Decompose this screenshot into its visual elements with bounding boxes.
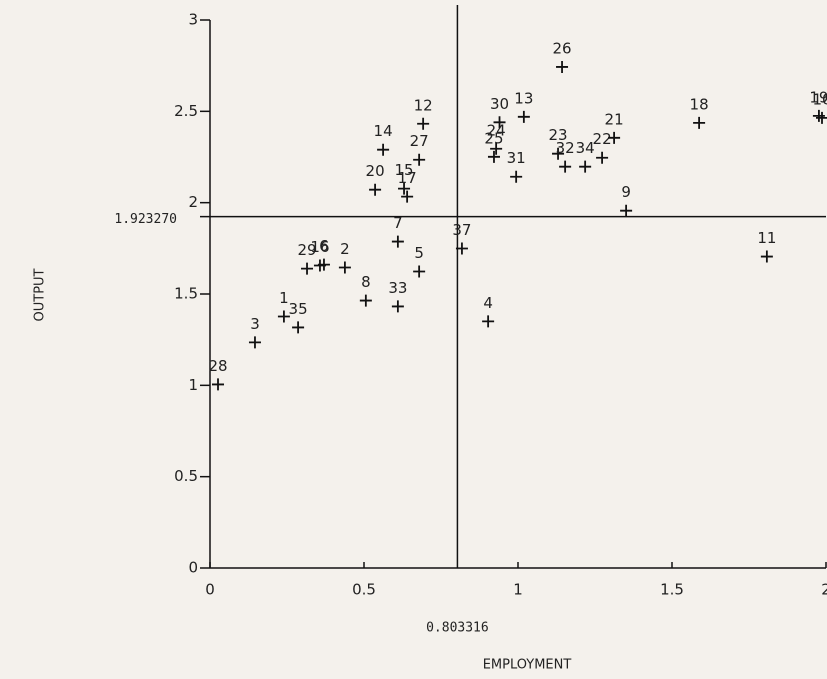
y-tick-label: 2 — [188, 193, 198, 211]
point-label: 13 — [514, 89, 533, 107]
point-label: 1 — [279, 289, 289, 307]
point-label: 2 — [340, 240, 350, 258]
y-tick-label: 2.5 — [174, 102, 198, 120]
point-label: 32 — [556, 139, 575, 157]
point — [369, 184, 381, 196]
y-tick-label: 0.5 — [174, 467, 198, 485]
point — [212, 378, 224, 390]
point-label: 22 — [593, 130, 612, 148]
point-label: 3 — [250, 315, 260, 333]
point-label: 9 — [621, 183, 631, 201]
point-label: 26 — [552, 39, 571, 57]
reference-label-x: 0.803316 — [426, 621, 489, 636]
point — [693, 117, 705, 129]
point — [761, 251, 773, 263]
point-label: 27 — [410, 132, 429, 150]
point — [596, 152, 608, 164]
point — [413, 154, 425, 166]
reference-label-y: 1.923270 — [114, 212, 177, 227]
point-label: 30 — [490, 95, 509, 113]
point-label: 11 — [757, 229, 776, 247]
point — [518, 111, 530, 123]
point-label: 31 — [507, 149, 526, 167]
point — [292, 321, 304, 333]
point — [301, 263, 313, 275]
point — [556, 61, 568, 73]
point-label: 35 — [289, 300, 308, 318]
point-label: 33 — [388, 279, 407, 297]
point — [249, 336, 261, 348]
point — [488, 151, 500, 163]
point-label: 37 — [452, 221, 471, 239]
y-tick-label: 1.5 — [174, 285, 198, 303]
point — [392, 300, 404, 312]
point-label: 8 — [361, 273, 371, 291]
point — [510, 171, 522, 183]
point-label: 28 — [208, 357, 227, 375]
point-label: 4 — [483, 294, 493, 312]
x-tick-label: 1 — [513, 581, 523, 599]
point-label: 14 — [374, 122, 393, 140]
point — [339, 262, 351, 274]
y-tick-label: 1 — [188, 376, 198, 394]
point — [417, 118, 429, 130]
point-label: 12 — [414, 96, 433, 114]
point-label: 18 — [690, 95, 709, 113]
point — [377, 144, 389, 156]
x-tick-label: 1.5 — [660, 581, 684, 599]
chart: EMPLOYMENT OUTPUT 00.511.522.5300.511.52… — [0, 0, 827, 679]
point — [360, 295, 372, 307]
point — [813, 110, 825, 122]
point-label: 10 — [812, 90, 827, 108]
point — [559, 161, 571, 173]
point — [413, 266, 425, 278]
point-label: 24 — [487, 121, 506, 139]
x-tick-label: 2 — [821, 581, 827, 599]
point-label: 20 — [366, 162, 385, 180]
point-label: 17 — [398, 169, 417, 187]
point — [392, 236, 404, 248]
point-label: 21 — [605, 110, 624, 128]
point — [620, 205, 632, 217]
x-axis-label: EMPLOYMENT — [483, 658, 572, 673]
x-tick-label: 0.5 — [352, 581, 376, 599]
x-tick-label: 0 — [205, 581, 215, 599]
y-tick-label: 3 — [188, 11, 198, 29]
y-tick-label: 0 — [188, 559, 198, 577]
point-label: 6 — [319, 237, 329, 255]
point-label: 7 — [393, 214, 403, 232]
point — [816, 112, 827, 124]
point-label: 5 — [414, 244, 424, 262]
point — [482, 315, 494, 327]
point — [401, 191, 413, 203]
point — [579, 161, 591, 173]
y-axis-label: OUTPUT — [33, 268, 48, 321]
